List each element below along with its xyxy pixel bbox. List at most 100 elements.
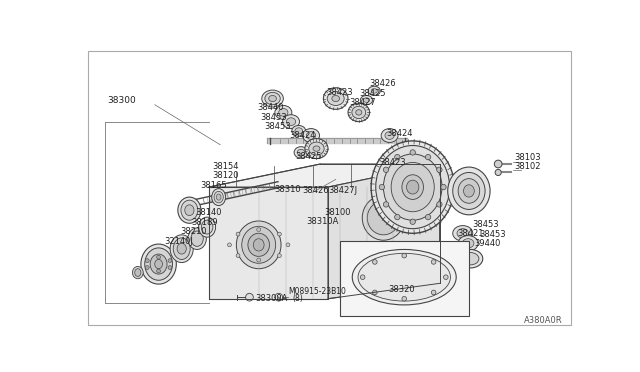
Text: 38140: 38140 — [196, 208, 222, 217]
Text: 38103: 38103 — [515, 153, 541, 161]
Circle shape — [360, 275, 365, 279]
Circle shape — [494, 160, 502, 168]
Circle shape — [145, 266, 149, 269]
Text: A380A0R: A380A0R — [524, 316, 563, 325]
Ellipse shape — [386, 169, 394, 175]
Circle shape — [168, 266, 172, 269]
Circle shape — [402, 296, 406, 301]
Circle shape — [372, 260, 377, 264]
Ellipse shape — [452, 173, 485, 209]
Circle shape — [168, 259, 172, 263]
Circle shape — [454, 185, 458, 189]
Circle shape — [495, 169, 501, 176]
Circle shape — [454, 193, 458, 197]
Ellipse shape — [323, 88, 348, 109]
Circle shape — [395, 154, 400, 160]
Text: V: V — [276, 295, 281, 300]
Text: 38210: 38210 — [180, 227, 207, 236]
Ellipse shape — [295, 128, 303, 134]
Ellipse shape — [462, 239, 474, 248]
Text: 38453: 38453 — [260, 112, 287, 122]
Text: 38320: 38320 — [388, 285, 415, 294]
Circle shape — [470, 204, 474, 208]
Ellipse shape — [279, 109, 288, 116]
Ellipse shape — [253, 239, 264, 251]
Text: 38426: 38426 — [369, 78, 396, 88]
Ellipse shape — [446, 244, 469, 261]
Circle shape — [479, 181, 483, 185]
Ellipse shape — [371, 89, 378, 93]
Circle shape — [410, 219, 415, 224]
Circle shape — [481, 193, 484, 197]
Circle shape — [467, 205, 471, 208]
Circle shape — [278, 232, 282, 236]
Circle shape — [436, 167, 442, 173]
Text: 38453: 38453 — [264, 122, 291, 131]
Circle shape — [426, 214, 431, 220]
Ellipse shape — [292, 125, 306, 136]
Ellipse shape — [376, 145, 450, 229]
Ellipse shape — [214, 191, 223, 203]
Circle shape — [474, 176, 478, 180]
Ellipse shape — [406, 180, 419, 194]
Ellipse shape — [388, 154, 403, 167]
Circle shape — [453, 189, 457, 193]
Ellipse shape — [191, 231, 204, 246]
Circle shape — [477, 178, 481, 182]
Ellipse shape — [313, 146, 320, 151]
Circle shape — [470, 174, 474, 178]
Circle shape — [460, 176, 464, 180]
Text: 38425: 38425 — [296, 152, 322, 161]
Ellipse shape — [452, 225, 473, 241]
Text: 38300: 38300 — [107, 96, 136, 105]
Text: 38423: 38423 — [326, 88, 353, 97]
Ellipse shape — [384, 150, 407, 170]
Ellipse shape — [371, 141, 454, 233]
Ellipse shape — [402, 175, 424, 199]
Circle shape — [431, 260, 436, 264]
Circle shape — [474, 202, 478, 206]
Text: 32140J: 32140J — [164, 237, 194, 246]
Text: 39440: 39440 — [474, 239, 500, 248]
Text: 38310A: 38310A — [307, 217, 339, 226]
Ellipse shape — [185, 205, 194, 216]
Ellipse shape — [177, 243, 186, 254]
Ellipse shape — [458, 179, 480, 203]
Text: 38424: 38424 — [387, 129, 413, 138]
Ellipse shape — [173, 238, 190, 260]
Circle shape — [236, 254, 240, 257]
Ellipse shape — [145, 248, 172, 280]
Ellipse shape — [364, 98, 369, 102]
Ellipse shape — [382, 166, 397, 178]
Circle shape — [426, 154, 431, 160]
Ellipse shape — [360, 96, 372, 105]
Ellipse shape — [132, 266, 143, 279]
Ellipse shape — [170, 235, 193, 263]
Circle shape — [275, 294, 283, 301]
Ellipse shape — [212, 189, 225, 206]
Circle shape — [383, 167, 388, 173]
Circle shape — [444, 275, 448, 279]
Text: 38440: 38440 — [257, 103, 284, 112]
Text: 38100: 38100 — [324, 208, 351, 217]
Ellipse shape — [307, 132, 316, 140]
Circle shape — [463, 204, 467, 208]
Text: (8): (8) — [292, 294, 303, 303]
Circle shape — [431, 290, 436, 295]
Text: 38453: 38453 — [473, 220, 499, 229]
Text: 38424: 38424 — [289, 131, 316, 140]
Text: 38426: 38426 — [302, 186, 328, 195]
Text: 38102: 38102 — [515, 162, 541, 171]
Circle shape — [410, 150, 415, 155]
Circle shape — [372, 290, 377, 295]
Circle shape — [157, 269, 161, 273]
Ellipse shape — [352, 106, 365, 119]
Ellipse shape — [305, 139, 328, 158]
Ellipse shape — [392, 157, 399, 163]
Ellipse shape — [198, 217, 216, 237]
Ellipse shape — [391, 163, 435, 212]
Circle shape — [457, 178, 461, 182]
Text: 38423: 38423 — [380, 158, 406, 167]
Ellipse shape — [367, 201, 399, 235]
Ellipse shape — [294, 147, 308, 158]
